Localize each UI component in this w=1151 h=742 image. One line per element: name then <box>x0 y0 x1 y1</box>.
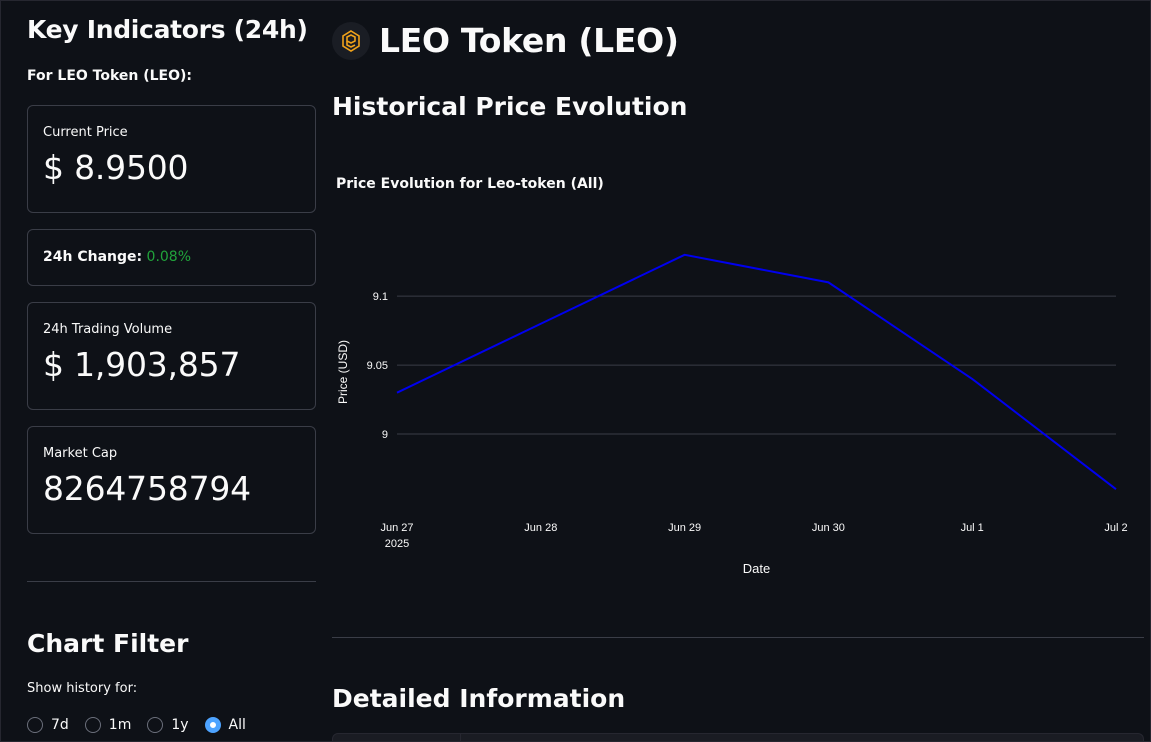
radio-all[interactable]: All <box>204 717 246 733</box>
radio-circle[interactable] <box>84 717 101 733</box>
x-tick-label: Jul 2 <box>1104 522 1127 534</box>
radio-1m[interactable]: 1m <box>84 717 132 733</box>
x-tick-year-label: 2025 <box>385 538 409 550</box>
radio-label: 1y <box>171 717 189 733</box>
y-tick-label: 9 <box>382 429 388 441</box>
x-axis-label: Date <box>743 561 770 576</box>
radio-circle[interactable] <box>27 717 43 733</box>
radio-label: 7d <box>51 717 69 733</box>
current-price-value: $ 8.9500 <box>43 148 189 187</box>
history-radio-group: 7d 1m 1y All <box>27 717 262 733</box>
details-table-header <box>332 733 1144 741</box>
y-tick-label: 9.05 <box>367 360 388 372</box>
x-tick-label: Jun 30 <box>812 522 845 534</box>
current-price-label: Current Price <box>43 125 128 140</box>
radio-circle-selected[interactable] <box>204 717 221 733</box>
market-cap-value: 8264758794 <box>43 469 251 508</box>
history-section-title: Historical Price Evolution <box>332 92 688 121</box>
details-section-title: Detailed Information <box>332 684 626 713</box>
radio-circle[interactable] <box>147 717 164 733</box>
main-divider <box>332 637 1144 638</box>
token-header: LEO Token (LEO) <box>332 21 679 60</box>
leo-token-logo-icon <box>332 21 370 60</box>
price-series-line <box>396 253 1117 491</box>
x-tick-label: Jun 27 <box>380 522 413 534</box>
chart-filter-title: Chart Filter <box>27 629 189 658</box>
chart-title: Price Evolution for Leo-token (All) <box>336 176 604 192</box>
sidebar-divider <box>27 581 316 582</box>
table-column-separator <box>460 734 461 741</box>
y-axis-label: Price (USD) <box>336 340 350 404</box>
change-value: 0.08% <box>146 249 192 265</box>
price-chart[interactable]: 9 9.05 9.1 Jun 27 Jun 28 Jun 29 Jun 30 Jul 1 Jul… <box>332 201 1144 591</box>
sidebar-title: Key Indicators (24h) <box>27 15 308 44</box>
y-tick-label: 9.1 <box>373 291 388 303</box>
token-for-label: For LEO Token (LEO): <box>27 68 193 84</box>
x-tick-label: Jul 1 <box>961 522 984 534</box>
radio-1y[interactable]: 1y <box>147 717 189 733</box>
volume-label: 24h Trading Volume <box>43 322 173 337</box>
current-price-card: Current Price $ 8.9500 <box>27 105 316 213</box>
change-row: 24h Change: 0.08% <box>43 249 191 265</box>
change-label: 24h Change: <box>43 249 143 265</box>
volume-card: 24h Trading Volume $ 1,903,857 <box>27 302 316 410</box>
x-tick-label: Jun 29 <box>668 522 701 534</box>
x-tick-label: Jun 28 <box>524 522 557 534</box>
chart-filter-label: Show history for: <box>27 681 138 696</box>
radio-label: All <box>228 717 246 733</box>
volume-value: $ 1,903,857 <box>43 345 241 384</box>
market-cap-label: Market Cap <box>43 446 118 461</box>
radio-label: 1m <box>108 717 132 733</box>
radio-7d[interactable]: 7d <box>27 717 69 733</box>
market-cap-card: Market Cap 8264758794 <box>27 426 316 534</box>
main-content: LEO Token (LEO) Historical Price Evoluti… <box>332 1 1144 741</box>
page-title: LEO Token (LEO) <box>379 21 679 60</box>
change-card: 24h Change: 0.08% <box>27 229 316 286</box>
